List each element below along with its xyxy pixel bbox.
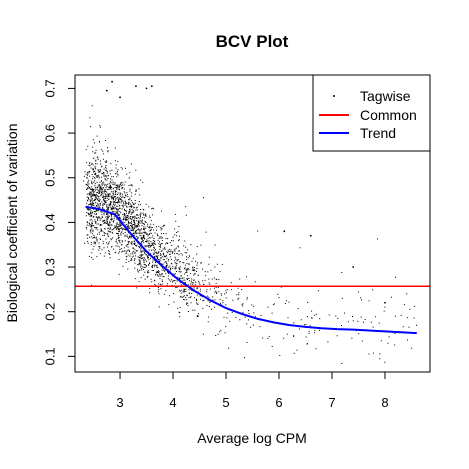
y-axis-label: Biological coefficient of variation [4,124,20,323]
tagwise-point [145,87,148,90]
x-tick-label: 7 [328,395,335,410]
x-axis: 3 4 5 6 7 8 [116,371,389,410]
x-axis-label: Average log CPM [197,430,306,446]
x-tick-label: 6 [275,395,282,410]
y-tick-label: 0.3 [42,258,57,276]
y-tick-label: 0.1 [42,347,57,365]
tagwise-point [111,80,113,83]
x-tick-label: 8 [381,395,388,410]
tagwise-point [119,96,121,99]
tagwise-point [135,85,137,88]
y-tick-label: 0.7 [42,79,57,97]
legend-tagwise-label: Tagwise [360,88,411,104]
y-tick-label: 0.5 [42,169,57,187]
x-tick-label: 4 [169,395,176,410]
trend-curve [85,205,417,335]
tagwise-points [83,80,417,364]
tagwise-point [105,89,108,92]
y-tick-label: 0.2 [42,303,57,321]
legend-common-label: Common [360,107,417,123]
chart-title: BCV Plot [216,32,289,51]
tagwise-point [352,266,355,268]
x-tick-label: 5 [222,395,229,410]
y-tick-label: 0.4 [42,213,57,231]
trend-line [85,205,417,335]
x-tick-label: 3 [116,395,123,410]
y-axis: 0.1 0.2 0.3 0.4 0.5 0.6 0.7 [42,79,76,365]
tagwise-point-cloud [83,105,417,364]
legend-trend-label: Trend [360,125,396,141]
y-tick-label: 0.6 [42,124,57,142]
tagwise-point [150,85,153,88]
legend: Tagwise Common Trend [312,74,431,152]
tagwise-point [283,230,286,233]
legend-box [312,74,431,152]
tagwise-point [309,234,312,237]
tagwise-point [384,301,386,304]
legend-tagwise-marker [333,95,335,97]
